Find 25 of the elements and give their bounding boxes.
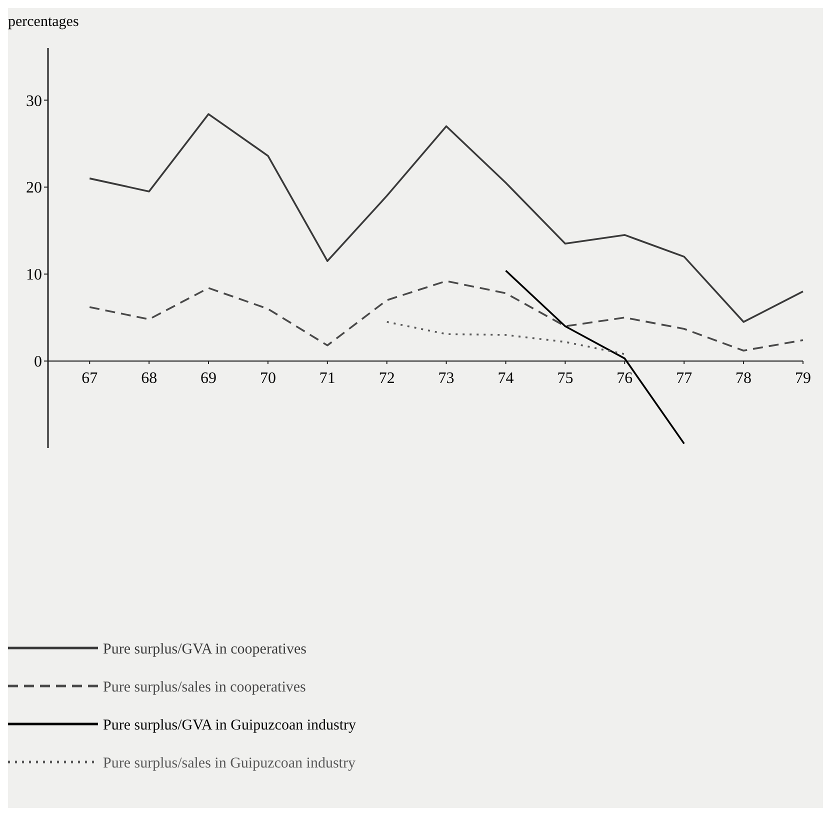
x-tick-label: 78 <box>736 370 752 388</box>
line-series <box>88 280 804 352</box>
y-tick-label: 0 <box>34 354 42 371</box>
text: Pure surplus/sales in Guipuzcoan industry <box>103 755 356 772</box>
x-tick-label: 75 <box>557 370 574 388</box>
x-tick-label: 73 <box>438 370 454 388</box>
text: Pure surplus/sales in cooperatives <box>103 679 306 696</box>
y-tick-label: 30 <box>26 92 42 110</box>
line-series <box>386 321 626 355</box>
x-tick-label: 77 <box>676 370 692 388</box>
text: Pure surplus/GVA in cooperatives <box>103 641 307 658</box>
x-tick-label: 74 <box>498 370 514 388</box>
x-tick-label: 70 <box>260 370 276 388</box>
x-tick-label: 69 <box>200 370 217 388</box>
x-tick-label: 79 <box>795 370 811 388</box>
x-tick-label: 76 <box>616 370 633 388</box>
x-tick-label: 71 <box>319 370 336 388</box>
x-tick-label: 72 <box>378 370 395 388</box>
text: Pure surplus/GVA in Guipuzcoan industry <box>103 717 357 734</box>
y-tick-label: 20 <box>26 180 42 197</box>
x-tick-label: 67 <box>82 370 98 388</box>
y-tick-label: 10 <box>26 266 42 284</box>
line-series <box>88 113 804 323</box>
y-axis-title: percentages <box>8 14 79 30</box>
x-tick-label: 68 <box>141 370 158 388</box>
